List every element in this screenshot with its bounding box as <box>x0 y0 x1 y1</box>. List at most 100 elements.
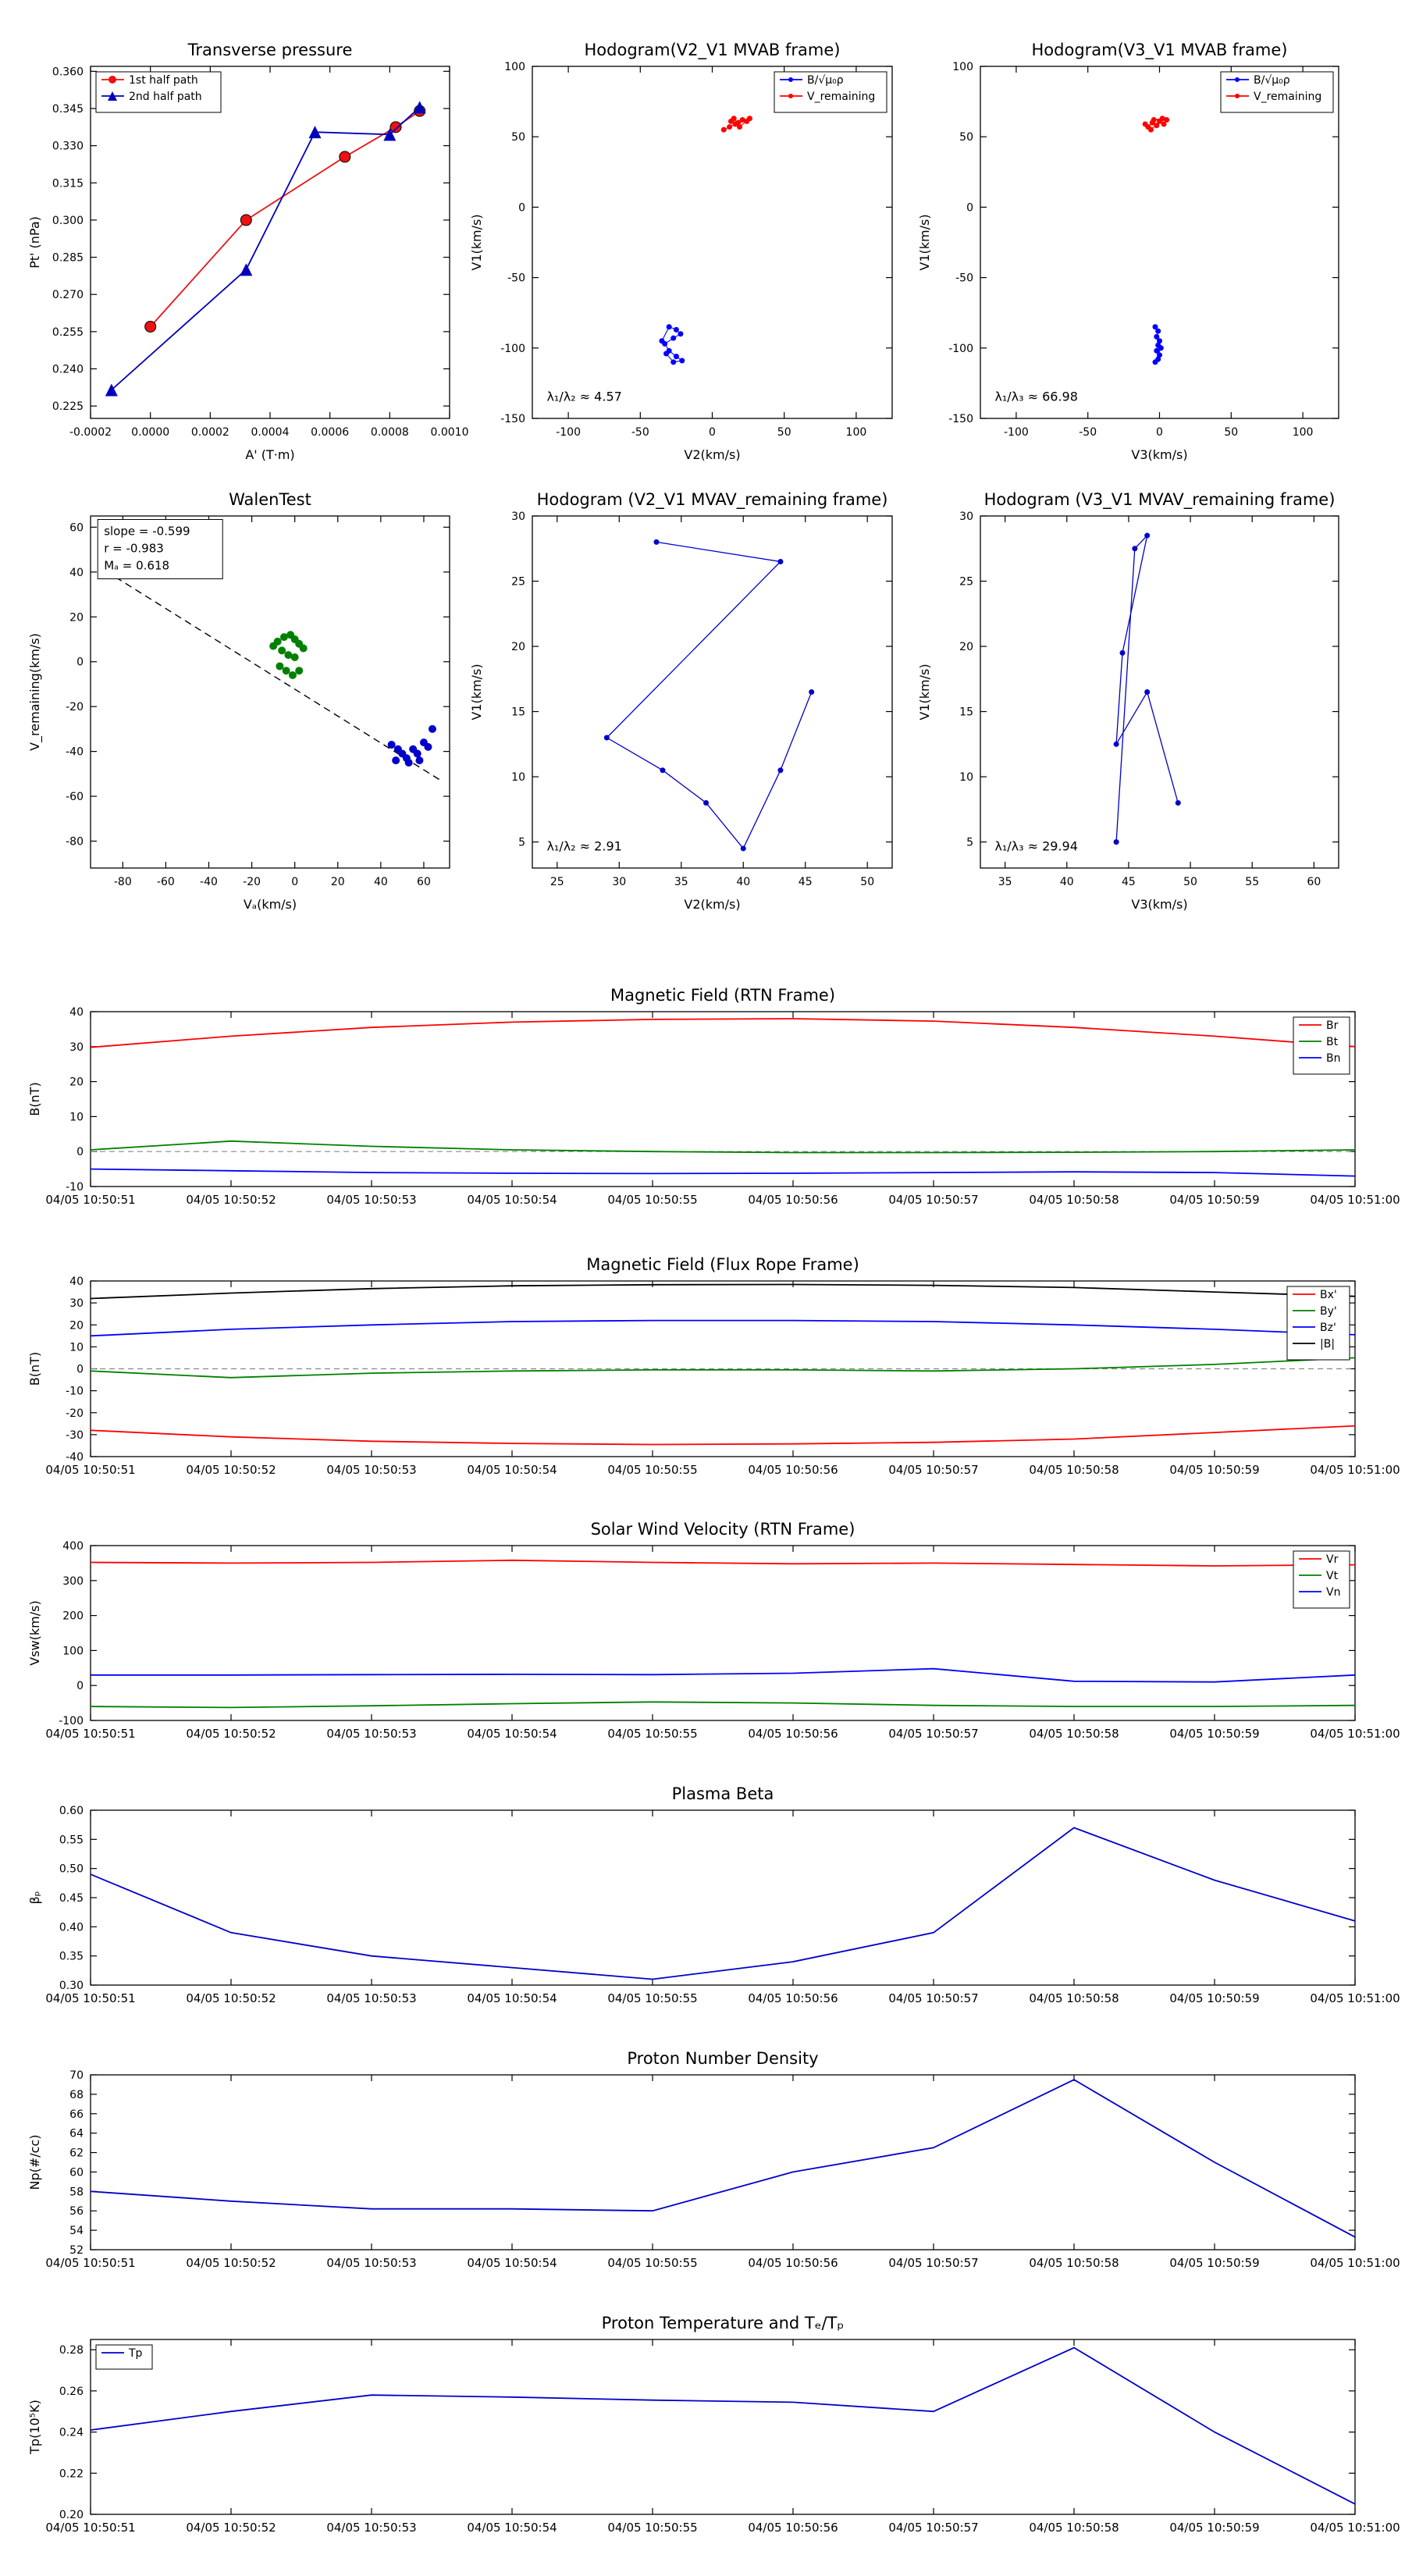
legend-box <box>774 71 887 113</box>
y-tick-label: 0.315 <box>52 177 84 190</box>
y-axis-label: Np(#/cc) <box>27 2135 42 2190</box>
legend-label: Bz' <box>1320 1322 1336 1334</box>
data-point <box>392 756 400 765</box>
x-tick-label: 04/05 10:50:52 <box>186 1991 276 2005</box>
x-tick-label: 0 <box>291 876 298 888</box>
data-point <box>1154 123 1160 129</box>
data-point <box>308 126 322 139</box>
y-axis-label: βₚ <box>27 1891 42 1904</box>
plot-frame <box>532 515 893 869</box>
x-tick-label: 04/05 10:50:59 <box>1169 1991 1259 2005</box>
y-tick-label: 40 <box>69 567 84 579</box>
x-tick-label: 04/05 10:50:53 <box>326 1193 416 1207</box>
x-tick-label: -100 <box>1004 426 1029 439</box>
legend-sample-marker <box>1235 94 1240 98</box>
y-axis-label: Tp(10⁵K) <box>27 2400 42 2455</box>
data-point <box>777 558 784 564</box>
stats-box <box>97 519 223 580</box>
y-tick-label: 0.20 <box>59 2509 84 2521</box>
annotation: λ₁/λ₂ ≈ 4.57 <box>546 389 621 404</box>
chart-plasma-beta: Plasma Beta 04/05 10:50:51 04/05 10:50:52 0… <box>27 1784 1400 2005</box>
x-tick-label: 50 <box>777 426 791 439</box>
x-tick-label: 04/05 10:50:52 <box>186 1727 276 1741</box>
y-tick-label: 0.330 <box>52 141 84 153</box>
data-point <box>105 383 118 397</box>
data-point <box>282 667 290 675</box>
y-tick-label: 0 <box>76 1146 84 1158</box>
y-axis-label: Pt' (nPa) <box>27 216 42 269</box>
chart-hodogram-v2v1-mvab: Hodogram(V2_V1 MVAB frame) -100 -50 0 50 100 -… <box>469 41 893 462</box>
series-np <box>90 2079 1356 2238</box>
y-tick-label: -50 <box>507 272 525 285</box>
y-tick-label: 0.55 <box>59 1834 84 1846</box>
x-tick-label: -0.0002 <box>69 426 112 439</box>
y-axis-label: Vsw(km/s) <box>27 1600 42 1665</box>
data-point <box>404 758 413 767</box>
x-axis-label: V2(km/s) <box>684 447 740 462</box>
x-tick-label: 04/05 10:50:58 <box>1029 1991 1119 2005</box>
chart-title: Proton Temperature and Tₑ/Tₚ <box>602 2314 845 2332</box>
y-tick-label: 0.300 <box>52 215 84 227</box>
data-point <box>1155 328 1161 334</box>
data-point <box>673 354 679 360</box>
data-point <box>777 767 784 774</box>
annotation: λ₁/λ₃ ≈ 29.94 <box>994 838 1078 853</box>
legend-box <box>1286 1286 1350 1361</box>
data-point <box>299 644 308 653</box>
y-tick-label: 0.28 <box>59 2344 84 2357</box>
chart-hodogram-v2v1-mvav: Hodogram (V2_V1 MVAV_remaining frame) 25 3… <box>469 490 893 912</box>
stats-line: slope = -0.599 <box>104 525 190 539</box>
data-point <box>746 116 752 122</box>
x-tick-label: 0.0008 <box>371 426 409 439</box>
data-point <box>413 101 426 114</box>
x-tick-label: 04/05 10:50:54 <box>467 1193 557 1207</box>
y-tick-label: 64 <box>69 2128 84 2140</box>
x-tick-label: 04/05 10:50:56 <box>748 1463 838 1477</box>
series-tp <box>90 2347 1356 2505</box>
legend-label: 1st half path <box>129 74 198 87</box>
x-tick-label: 04/05 10:50:57 <box>888 2256 978 2270</box>
legend-sample-marker <box>788 77 793 82</box>
y-tick-label: 10 <box>69 1111 84 1123</box>
series-by <box>90 1357 1356 1379</box>
x-tick-label: 04/05 10:50:59 <box>1169 1727 1259 1741</box>
y-tick-label: 0 <box>966 201 973 214</box>
series-b <box>90 1283 1356 1300</box>
chart-solar-wind-velocity: Solar Wind Velocity (RTN Frame) 04/05 10:… <box>27 1520 1400 1741</box>
y-tick-label: 0.240 <box>52 363 84 375</box>
series-br <box>90 1018 1356 1048</box>
data-point <box>1158 345 1164 351</box>
y-tick-label: 300 <box>62 1575 84 1588</box>
x-tick-label: 04/05 10:50:54 <box>467 2521 557 2535</box>
y-tick-label: 10 <box>959 771 973 784</box>
y-tick-label: 0 <box>76 1680 84 1692</box>
x-tick-label: 50 <box>860 876 874 888</box>
x-tick-label: 04/05 10:50:51 <box>45 2256 135 2270</box>
data-point <box>1161 121 1167 127</box>
x-tick-label: 04/05 10:50:51 <box>45 1727 135 1741</box>
y-tick-label: -100 <box>948 343 973 355</box>
x-tick-label: 04/05 10:50:52 <box>186 2256 276 2270</box>
y-axis-label: V1(km/s) <box>469 664 484 720</box>
x-tick-label: 04/05 10:50:54 <box>467 2256 557 2270</box>
x-axis-label: V3(km/s) <box>1131 447 1187 462</box>
data-point <box>666 324 672 330</box>
chart-title: Hodogram (V2_V1 MVAV_remaining frame) <box>537 490 888 510</box>
x-tick-label: 100 <box>1293 426 1314 439</box>
chart-title: Transverse pressure <box>187 41 353 59</box>
chart-transverse-pressure: Transverse pressure -0.0002 0.0000 0.0002 0.… <box>27 41 469 462</box>
series-bt <box>90 1140 1356 1154</box>
chart-title: Hodogram (V3_V1 MVAV_remaining frame) <box>984 490 1336 510</box>
y-tick-label: 0.24 <box>59 2427 84 2439</box>
data-point <box>731 116 737 122</box>
chart-title: Magnetic Field (RTN Frame) <box>610 986 835 1005</box>
series-bn <box>90 1168 1356 1177</box>
x-tick-label: 04/05 10:51:00 <box>1310 1463 1400 1477</box>
series-vn <box>91 1667 1356 1683</box>
y-tick-label: 20 <box>69 1076 84 1089</box>
y-tick-label: 60 <box>69 2166 84 2179</box>
x-tick-label: 04/05 10:50:58 <box>1029 1463 1119 1477</box>
x-tick-label: 40 <box>1060 876 1074 888</box>
data-point <box>240 263 253 276</box>
y-tick-label: 0 <box>76 1364 84 1376</box>
